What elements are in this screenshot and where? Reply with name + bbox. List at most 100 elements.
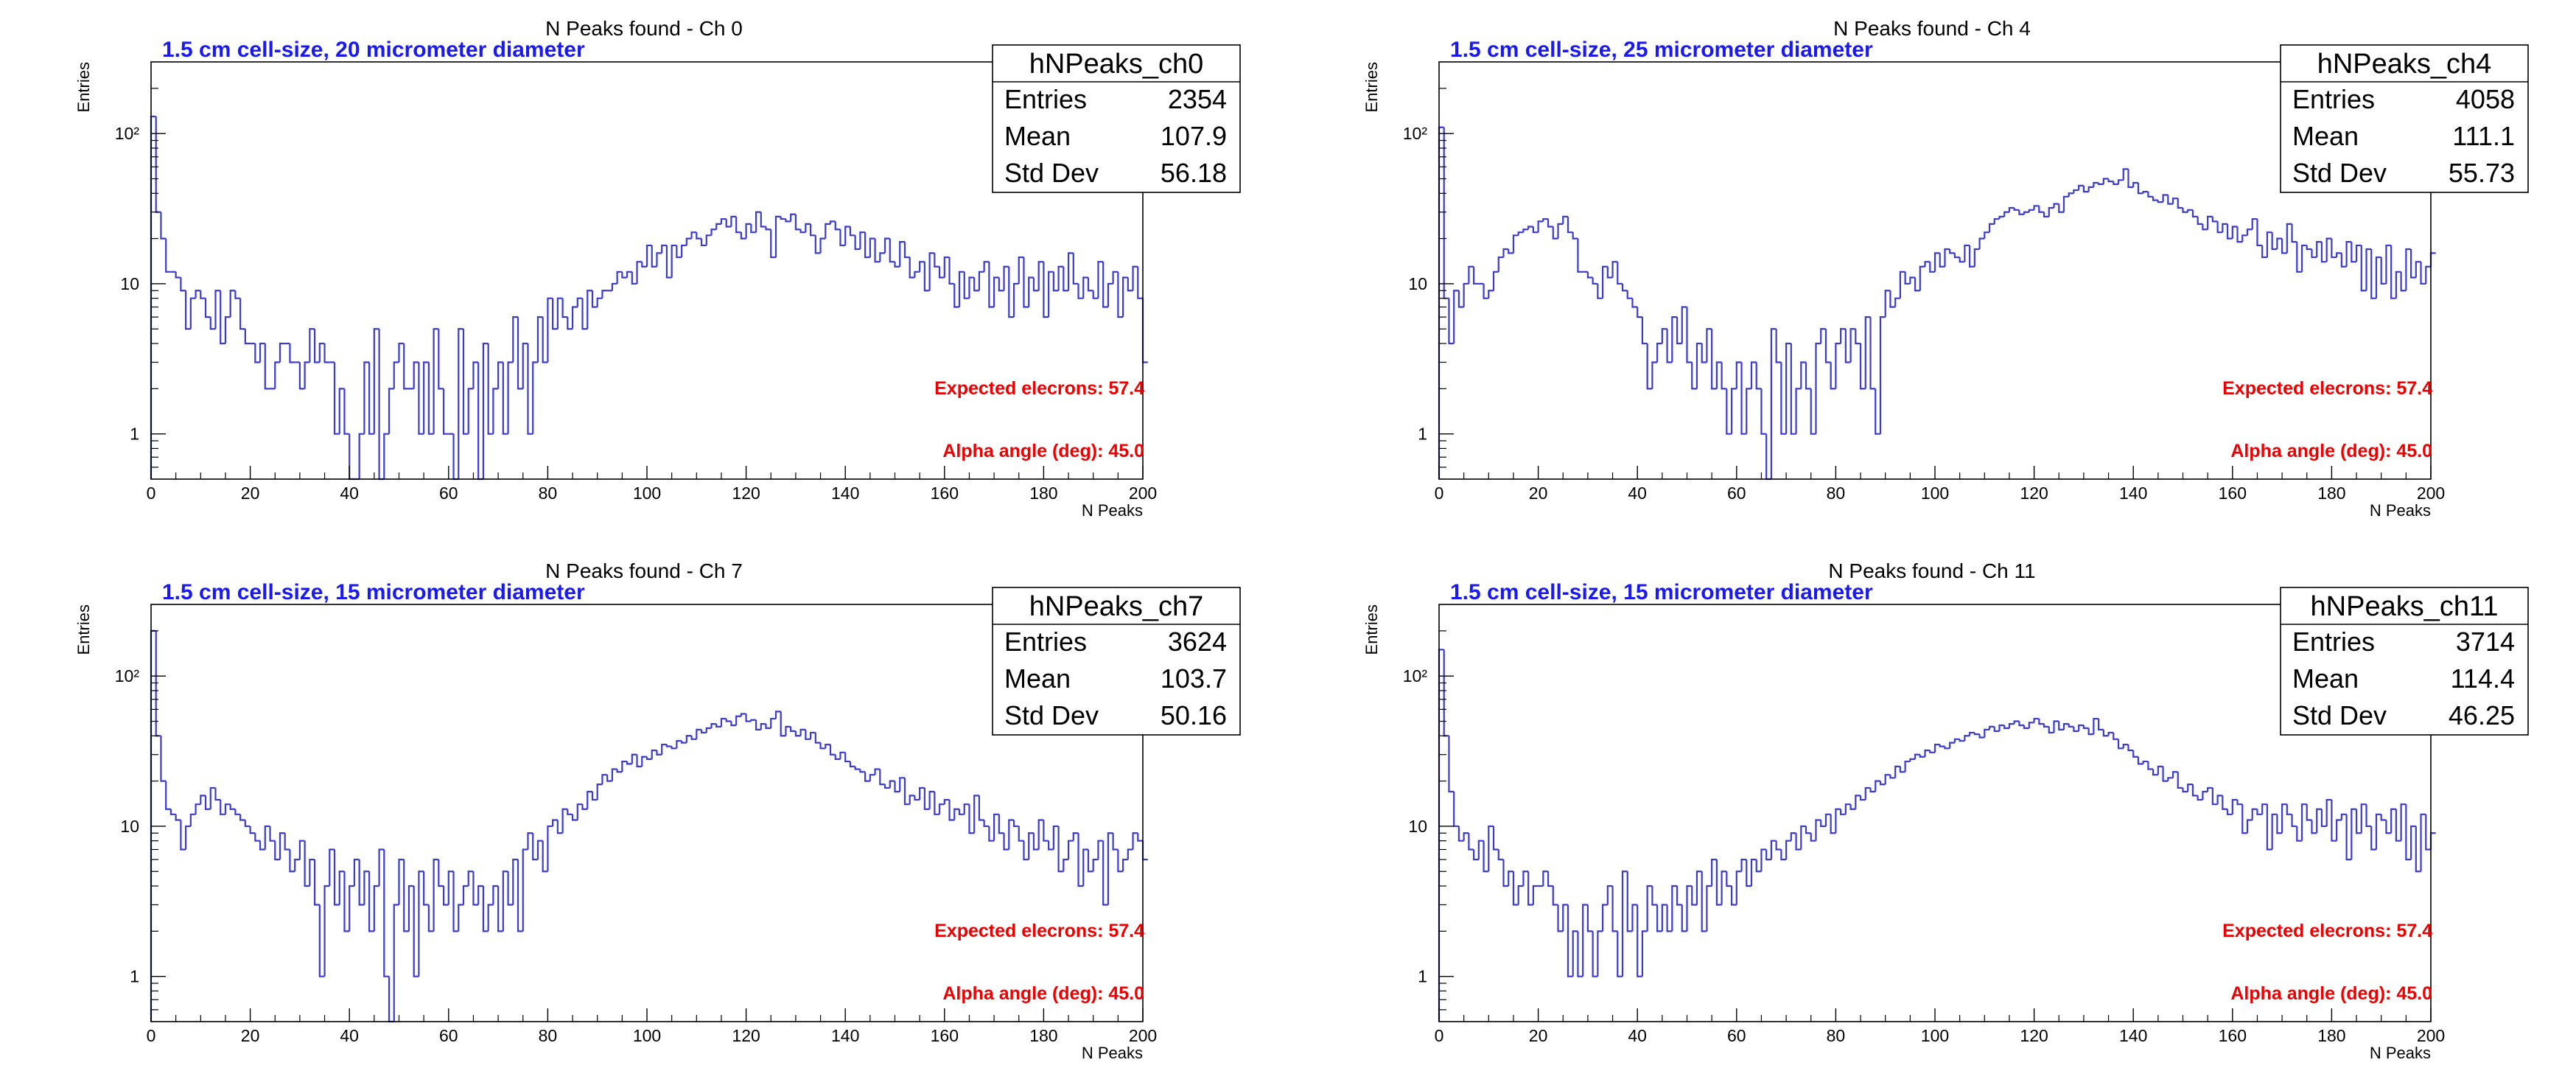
histogram-bin [2216, 795, 2223, 805]
histogram-bin [611, 768, 617, 781]
histogram-bin [1964, 244, 1970, 262]
histogram-bin [774, 711, 781, 719]
histogram-bin [2351, 808, 2357, 860]
histogram-bin [671, 746, 677, 750]
histogram-bin [1884, 290, 1891, 318]
histogram-bin [2256, 219, 2263, 247]
histogram-bin [1651, 886, 1658, 906]
histogram-bin [2117, 739, 2124, 750]
histogram-bin [2127, 744, 2134, 752]
histogram-bin [1468, 833, 1474, 851]
histogram-bin [2261, 245, 2267, 259]
histogram-bin [2355, 244, 2362, 262]
histogram-bin [581, 804, 588, 810]
histogram-bin [864, 772, 870, 782]
histogram-bin [2122, 168, 2129, 181]
histogram-bin [1726, 388, 1732, 435]
histogram-bin [542, 840, 548, 873]
histogram-bin [2380, 814, 2387, 821]
histogram-bin [963, 803, 970, 814]
x-tick-label: 200 [1129, 1026, 1157, 1045]
histogram-bin [874, 768, 881, 775]
histogram-bin [1894, 765, 1900, 778]
histogram-bin [1695, 871, 1702, 905]
x-tick-label: 160 [2219, 484, 2247, 503]
histogram-bin [2360, 803, 2367, 834]
histogram-bin [1477, 840, 1484, 860]
histogram-bin [2251, 808, 2258, 820]
histogram-bin [1092, 290, 1099, 299]
histogram-bin [532, 833, 538, 861]
histogram-bin [1512, 234, 1519, 254]
histogram-bin [671, 244, 677, 278]
histogram-bin [909, 795, 915, 805]
histogram-bin [2177, 198, 2183, 209]
histogram-bin [685, 237, 692, 245]
histogram-bin [2167, 195, 2174, 205]
histogram-bin [1904, 271, 1911, 285]
histogram-bin [2038, 719, 2045, 725]
x-tick-label: 40 [1628, 1026, 1647, 1045]
x-tick-label: 0 [147, 484, 156, 503]
histogram-bin [1107, 282, 1113, 307]
histogram-bin [988, 826, 995, 842]
histogram-bin [1855, 329, 1861, 345]
histogram-bin [561, 808, 568, 834]
histogram-bin [903, 778, 910, 806]
histogram-bin [2013, 720, 2020, 725]
histogram-bin [1141, 298, 1148, 363]
histogram-bin [2345, 814, 2352, 861]
histogram-bin [2241, 804, 2247, 834]
histogram-bin [1601, 265, 1608, 299]
histogram-bin [745, 223, 752, 239]
histogram-bin [1457, 290, 1464, 308]
histogram-bin [1869, 317, 1876, 390]
histogram-bin [1933, 252, 1940, 272]
histogram-bin [651, 749, 657, 759]
histogram-bin [2157, 765, 2163, 775]
histogram-bin [279, 832, 285, 860]
histogram-bin [2068, 724, 2074, 728]
histogram-bin [2336, 252, 2342, 258]
histogram-bin [2177, 772, 2183, 789]
stats-label: Entries [2292, 627, 2375, 657]
chart-annotation: Expected elecrons: 57.4 [934, 921, 1144, 941]
histogram-bin [2365, 804, 2372, 828]
histogram-bin [576, 297, 583, 307]
histogram-bin [2113, 181, 2119, 186]
x-axis-label: N Peaks [2370, 501, 2431, 520]
x-tick-label: 160 [931, 484, 959, 503]
x-tick-label: 60 [439, 1026, 458, 1045]
histogram-bin [2306, 804, 2312, 821]
histogram-bin [2197, 216, 2203, 225]
chart-title: N Peaks found - Ch 11 [1828, 559, 2035, 582]
histogram-bin [2351, 242, 2357, 263]
histogram-bin [859, 769, 866, 773]
histogram-bin [2043, 724, 2049, 728]
x-tick-label: 180 [1029, 484, 1057, 503]
histogram-bin [1755, 859, 1762, 873]
histogram-bin [2395, 271, 2401, 299]
histogram-plot: 0 20 40 60 80 100 120 140 160 180 200 1 10 10² N Peaks… [1362, 17, 2529, 520]
histogram-bin [656, 252, 662, 267]
histogram-bin [626, 271, 632, 278]
histogram-bin [1631, 904, 1638, 932]
histogram-bin [2236, 226, 2243, 243]
histogram-bin [2171, 198, 2178, 204]
histogram-bin [1562, 215, 1568, 224]
histogram-bin [1750, 361, 1757, 389]
histogram-bin [1617, 262, 1623, 285]
histogram-bin [165, 238, 171, 273]
histogram-bin [1735, 361, 1742, 389]
histogram-bin [735, 715, 741, 726]
histogram-bin [269, 826, 276, 842]
histogram-bin [720, 217, 727, 224]
histogram-bin [681, 741, 687, 744]
histogram-bin [309, 328, 315, 363]
histogram-bin [1606, 266, 1613, 279]
y-axis-label: Entries [74, 604, 93, 655]
chart-subtitle: 1.5 cm cell-size, 15 micrometer diameter [1450, 580, 1873, 604]
histogram-bin [790, 213, 796, 222]
histogram-bin [948, 800, 955, 821]
histogram-bin [571, 306, 578, 329]
